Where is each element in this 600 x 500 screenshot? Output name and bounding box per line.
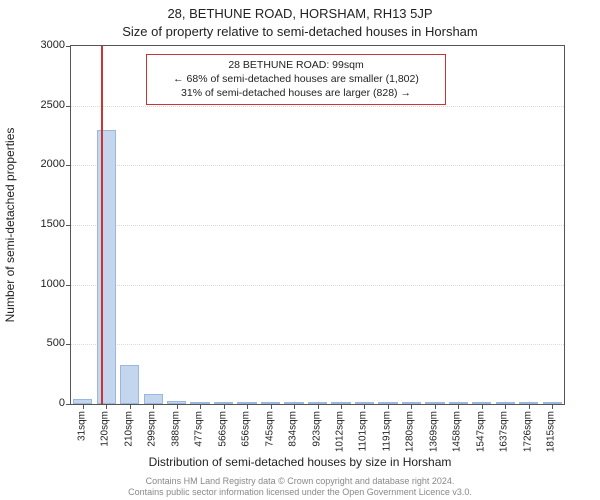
y-tick-label: 2000 [35, 158, 65, 170]
x-tick-label: 1547sqm [475, 411, 486, 452]
chart-title-main: 28, BETHUNE ROAD, HORSHAM, RH13 5JP [0, 6, 600, 21]
histogram-bar [97, 130, 116, 404]
x-tick [388, 404, 389, 409]
y-tick [66, 285, 71, 286]
x-tick-label: 923sqm [311, 411, 322, 447]
x-tick-label: 656sqm [241, 411, 252, 447]
x-tick-label: 745sqm [264, 411, 275, 447]
x-tick [106, 404, 107, 409]
x-tick [482, 404, 483, 409]
x-tick-label: 1815sqm [546, 411, 557, 452]
chart-container: 28, BETHUNE ROAD, HORSHAM, RH13 5JP Size… [0, 0, 600, 500]
x-tick-label: 1726sqm [522, 411, 533, 452]
y-tick [66, 106, 71, 107]
x-tick [364, 404, 365, 409]
footer-line-2: Contains public sector information licen… [0, 487, 600, 498]
histogram-bar [120, 365, 139, 404]
marker-line [101, 46, 103, 404]
y-tick-label: 500 [35, 337, 65, 349]
x-tick-label: 120sqm [100, 411, 111, 447]
x-tick-label: 1012sqm [334, 411, 345, 452]
x-tick [435, 404, 436, 409]
x-tick [200, 404, 201, 409]
gridline [71, 285, 564, 286]
x-tick-label: 1101sqm [358, 411, 369, 451]
x-tick [224, 404, 225, 409]
x-tick [177, 404, 178, 409]
x-tick-label: 31sqm [76, 411, 87, 441]
x-tick-label: 477sqm [194, 411, 205, 447]
y-tick-label: 3000 [35, 39, 65, 51]
x-tick [83, 404, 84, 409]
x-tick-label: 566sqm [217, 411, 228, 447]
y-tick [66, 344, 71, 345]
x-tick [505, 404, 506, 409]
x-tick [529, 404, 530, 409]
gridline [71, 344, 564, 345]
gridline [71, 165, 564, 166]
y-axis-label: Number of semi-detached properties [3, 128, 17, 323]
info-box: 28 BETHUNE ROAD: 99sqm← 68% of semi-deta… [146, 54, 446, 105]
info-box-line: ← 68% of semi-detached houses are smalle… [153, 72, 439, 86]
footer-line-1: Contains HM Land Registry data © Crown c… [0, 476, 600, 487]
x-tick-label: 299sqm [147, 411, 158, 447]
x-tick [458, 404, 459, 409]
x-tick [153, 404, 154, 409]
x-tick-label: 1458sqm [452, 411, 463, 452]
x-tick-label: 1637sqm [499, 411, 510, 452]
x-tick-label: 1280sqm [405, 411, 416, 452]
plot-area: 28 BETHUNE ROAD: 99sqm← 68% of semi-deta… [70, 45, 565, 405]
x-tick [318, 404, 319, 409]
info-box-line: 28 BETHUNE ROAD: 99sqm [153, 58, 439, 72]
histogram-bar [144, 394, 163, 404]
x-tick-label: 388sqm [170, 411, 181, 447]
x-tick-label: 834sqm [288, 411, 299, 447]
gridline [71, 106, 564, 107]
y-tick [66, 46, 71, 47]
x-axis-label: Distribution of semi-detached houses by … [0, 455, 600, 469]
x-tick [247, 404, 248, 409]
x-tick [341, 404, 342, 409]
x-tick-label: 1369sqm [428, 411, 439, 452]
x-tick [271, 404, 272, 409]
info-box-line: 31% of semi-detached houses are larger (… [153, 86, 439, 100]
chart-footer: Contains HM Land Registry data © Crown c… [0, 476, 600, 498]
gridline [71, 225, 564, 226]
x-tick [411, 404, 412, 409]
y-tick-label: 0 [35, 397, 65, 409]
x-tick [552, 404, 553, 409]
y-tick-label: 1000 [35, 278, 65, 290]
x-tick [130, 404, 131, 409]
chart-title-sub: Size of property relative to semi-detach… [0, 24, 600, 39]
y-tick-label: 2500 [35, 99, 65, 111]
y-tick [66, 404, 71, 405]
x-tick-label: 1191sqm [381, 411, 392, 451]
x-tick [294, 404, 295, 409]
y-tick-label: 1500 [35, 218, 65, 230]
y-tick [66, 165, 71, 166]
y-tick [66, 225, 71, 226]
x-tick-label: 210sqm [123, 411, 134, 447]
